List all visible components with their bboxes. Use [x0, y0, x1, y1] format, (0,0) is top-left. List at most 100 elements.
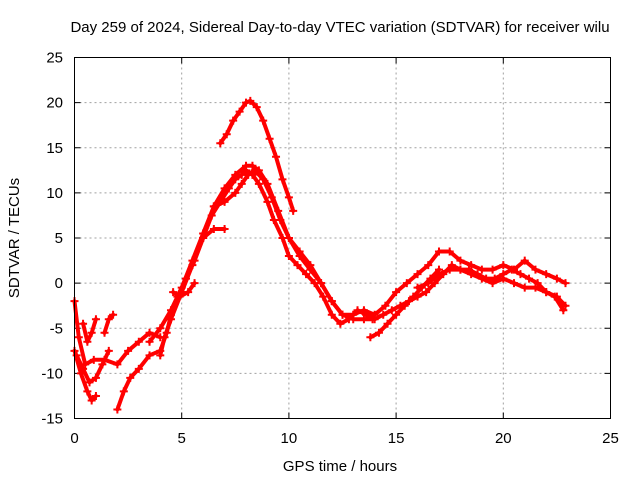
- y-tick-label: -15: [41, 411, 63, 428]
- series-line: [81, 317, 98, 344]
- y-tick-label: -10: [41, 365, 63, 382]
- data-point: [83, 337, 92, 346]
- data-point: [134, 337, 143, 346]
- plot-frame: [74, 57, 611, 419]
- data-point: [220, 224, 229, 233]
- data-point: [216, 139, 225, 148]
- data-point: [87, 396, 96, 405]
- series-line: [158, 227, 227, 358]
- data-point: [220, 184, 229, 193]
- data-point: [499, 261, 508, 270]
- data-point: [413, 283, 422, 292]
- data-point: [89, 355, 98, 364]
- x-tick-label: 5: [178, 430, 186, 447]
- series-track-11: [209, 166, 377, 324]
- data-point: [190, 279, 199, 288]
- axis-ticks: 0 5 10 15 20 25 -15 -10 -5 0 5 10 15 20 25: [41, 50, 619, 448]
- data-point: [156, 324, 165, 333]
- data-point: [295, 247, 304, 256]
- data-point: [284, 252, 293, 261]
- series-track-13: [413, 265, 570, 310]
- data-point: [349, 315, 358, 324]
- data-point: [124, 346, 133, 355]
- data-point: [542, 288, 551, 297]
- series-line: [171, 281, 197, 299]
- data-point: [79, 319, 88, 328]
- data-point: [510, 265, 519, 274]
- data-point: [91, 315, 100, 324]
- data-point: [400, 301, 409, 310]
- data-point: [235, 107, 244, 116]
- data-point: [525, 274, 534, 283]
- data-point: [87, 328, 96, 337]
- data-point: [231, 170, 240, 179]
- data-point: [302, 270, 311, 279]
- data-point: [319, 292, 328, 301]
- data-point: [445, 247, 454, 256]
- data-point: [252, 103, 261, 112]
- data-point: [293, 261, 302, 270]
- data-point: [488, 279, 497, 288]
- data-point: [222, 130, 231, 139]
- data-point: [434, 270, 443, 279]
- data-point: [467, 270, 476, 279]
- data-point: [284, 234, 293, 242]
- series-track-12: [366, 265, 443, 342]
- series-track-10: [216, 96, 298, 215]
- data-point: [188, 261, 197, 270]
- data-point: [336, 319, 345, 328]
- data-point: [445, 265, 454, 274]
- data-point: [456, 256, 465, 265]
- data-point: [387, 306, 396, 315]
- data-point: [250, 166, 259, 175]
- data-point: [91, 373, 100, 382]
- data-point: [552, 274, 561, 283]
- data-point: [559, 306, 568, 315]
- data-point: [169, 288, 178, 297]
- data-point: [259, 116, 268, 125]
- data-point: [317, 279, 326, 288]
- data-point: [531, 283, 540, 292]
- data-point: [374, 328, 383, 337]
- data-point: [402, 279, 411, 288]
- data-point: [209, 202, 218, 211]
- data-point: [209, 224, 218, 233]
- data-point: [276, 215, 285, 224]
- data-point: [413, 270, 422, 279]
- data-point: [368, 315, 377, 324]
- series-track-5: [100, 310, 118, 337]
- data-point: [327, 297, 336, 306]
- data-point: [184, 288, 193, 297]
- data-point: [338, 310, 347, 319]
- data-point: [552, 292, 561, 301]
- data-point: [289, 206, 298, 215]
- data-point: [284, 193, 293, 202]
- chart-title: Day 259 of 2024, Sidereal Day-to-day VTE…: [70, 19, 609, 36]
- data-point: [100, 328, 109, 337]
- data-point: [126, 373, 135, 382]
- data-point: [327, 310, 336, 319]
- data-point: [246, 96, 255, 105]
- data-series: [70, 96, 570, 414]
- data-point: [248, 161, 257, 170]
- data-point: [237, 179, 246, 188]
- data-point: [359, 306, 368, 315]
- data-point: [561, 279, 570, 288]
- data-point: [109, 310, 118, 319]
- y-tick-label: 20: [46, 95, 63, 112]
- data-point: [477, 265, 486, 274]
- data-point: [83, 387, 92, 396]
- y-tick-label: 25: [46, 50, 63, 67]
- data-point: [85, 378, 94, 387]
- series-track-3: [72, 346, 113, 387]
- x-tick-label: 15: [388, 430, 405, 447]
- data-point: [265, 134, 274, 143]
- data-point: [359, 315, 368, 324]
- data-point: [488, 265, 497, 274]
- data-point: [392, 288, 401, 297]
- data-point: [366, 333, 375, 342]
- data-point: [254, 179, 263, 188]
- data-point: [383, 319, 392, 328]
- x-tick-label: 20: [495, 430, 512, 447]
